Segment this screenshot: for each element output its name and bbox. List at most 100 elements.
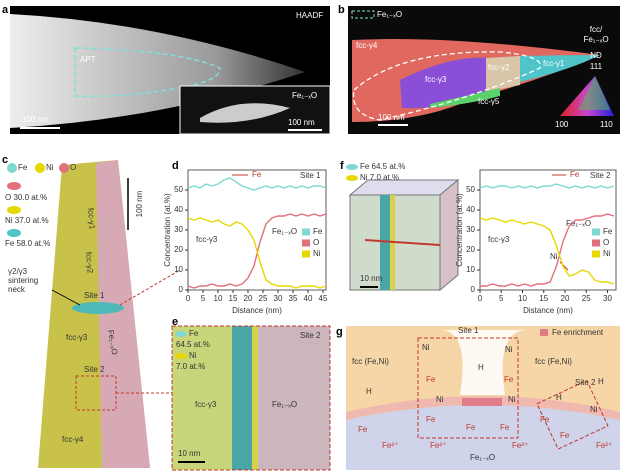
iso-swatch: [346, 164, 358, 170]
panel-label: d: [172, 160, 179, 172]
panel-label: f: [340, 160, 344, 172]
legend-swatch: [302, 250, 310, 258]
fe-layer: [232, 326, 252, 470]
label: γ2/γ3: [8, 267, 28, 276]
annotation: Site 1: [300, 171, 321, 180]
x-axis-title: Distance (nm): [523, 306, 573, 315]
label: Site 1: [84, 291, 105, 300]
label: fcc-γ2: [84, 252, 95, 275]
panel-label: e: [172, 316, 178, 328]
y-axis-title: Concentration (at.%): [455, 193, 464, 267]
legend-label: O: [603, 238, 609, 247]
y-tick-label: 0: [179, 285, 184, 294]
annotation: Fe₁₋ₓO: [566, 219, 591, 228]
species: Fe: [500, 423, 510, 432]
species: H: [478, 363, 484, 372]
label: Fe 64.5 at.%: [360, 162, 405, 171]
label: HAADF: [296, 11, 323, 20]
box: [439, 178, 459, 292]
label: 100 nm: [288, 118, 315, 127]
label: APT: [80, 55, 96, 64]
label: Fe₁₋ₓO: [583, 35, 608, 44]
series-line: [479, 183, 615, 189]
y-tick-label: 40: [466, 205, 475, 214]
x-tick-label: 30: [274, 294, 283, 303]
label: Fe₁₋ₓO: [106, 329, 119, 355]
neck-gap: [440, 330, 528, 395]
x-tick-label: 20: [561, 294, 570, 303]
species: Fe: [466, 423, 476, 432]
label: 111: [590, 62, 603, 71]
y-tick-label: 10: [174, 265, 183, 274]
label: fcc/: [590, 25, 603, 34]
oxide: [250, 326, 330, 470]
label: fcc (Fe,Ni): [352, 357, 389, 366]
y-tick-label: 30: [466, 225, 475, 234]
site-2-box: [536, 379, 609, 450]
pointer: [51, 289, 81, 306]
oxide-region: [96, 160, 150, 468]
ipf-key: [578, 76, 610, 110]
label: fcc-γ1: [86, 208, 97, 231]
label: fcc-γ1: [543, 59, 565, 68]
iso-swatch: [7, 229, 21, 237]
species: Ni: [505, 345, 513, 354]
label: Fe₁₋ₓO: [377, 10, 402, 19]
label: fcc (Fe,Ni): [535, 357, 572, 366]
x-tick-label: 5: [499, 294, 504, 303]
ion-swatch: [35, 163, 45, 173]
annotation: Ni: [550, 252, 558, 261]
y-axis-title: Concentration (at.%): [163, 193, 172, 267]
y-tick-label: 0: [471, 285, 476, 294]
x-tick-label: 20: [244, 294, 253, 303]
iso-swatch: [175, 331, 187, 337]
legend-label: Fe: [603, 227, 613, 236]
label: O 30.0 at.%: [5, 193, 47, 202]
label: Site 1: [458, 326, 479, 335]
panel-b: b Fe₁₋ₓO fcc-γ4 fcc-γ3 fcc-γ2 fcc-γ1 fcc…: [338, 4, 620, 134]
profile-arrow: [364, 239, 441, 246]
connector: [119, 269, 181, 306]
label: Fe: [189, 329, 199, 338]
panel-label: g: [336, 326, 343, 338]
ion-swatch: [59, 163, 69, 173]
label: 100 nm: [22, 115, 49, 124]
series-line: [480, 213, 615, 287]
tip: [10, 14, 305, 128]
series-line: [187, 213, 327, 289]
x-tick-label: 25: [582, 294, 591, 303]
label: 7.0 at.%: [176, 362, 205, 371]
legend-swatch: [302, 228, 310, 236]
species: Ni: [590, 405, 598, 414]
iso-swatch: [175, 353, 187, 359]
label: O: [70, 163, 76, 172]
outline: [352, 51, 542, 121]
series-line: [187, 177, 327, 191]
label: Fe: [18, 163, 28, 172]
species: Fe: [358, 425, 368, 434]
species: Ni: [422, 343, 430, 352]
y-tick-label: 10: [466, 265, 475, 274]
x-tick-label: 30: [603, 294, 612, 303]
label: 64.5 at.%: [176, 340, 210, 349]
x-tick-label: 35: [289, 294, 298, 303]
label: fcc-γ3: [425, 75, 447, 84]
box: [348, 179, 460, 196]
label: sintering: [8, 276, 38, 285]
legend-swatch: [351, 10, 375, 19]
legend-swatch: [302, 239, 310, 247]
label: 100 nm: [378, 113, 405, 122]
species: Fe: [504, 375, 514, 384]
legend-label: Fe: [313, 227, 323, 236]
x-tick-label: 40: [304, 294, 313, 303]
species: Ni: [508, 395, 516, 404]
label: fcc-γ4: [62, 435, 84, 444]
species: Fe: [540, 415, 550, 424]
label: Ni: [189, 351, 197, 360]
inset-particle: [200, 103, 290, 123]
iso-swatch: [346, 175, 358, 181]
y-tick-label: 20: [466, 245, 475, 254]
species: Fe: [560, 431, 570, 440]
neck-disk: [72, 302, 124, 314]
label: Site 2: [84, 365, 105, 374]
